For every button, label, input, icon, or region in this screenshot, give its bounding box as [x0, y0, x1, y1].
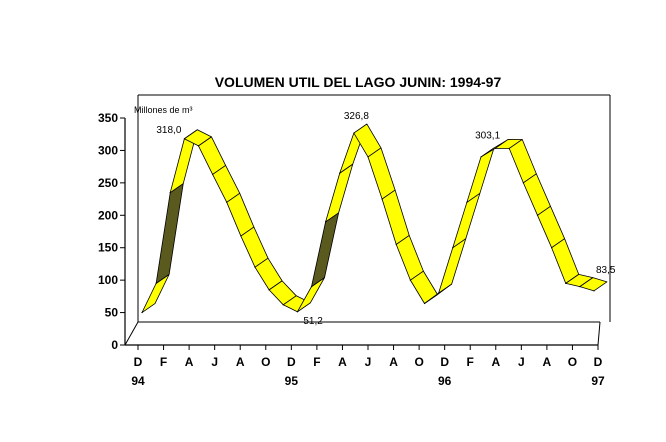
y-tick-label: 300	[98, 143, 118, 157]
y-tick-label: 350	[98, 111, 118, 125]
data-point	[296, 311, 298, 313]
x-tick-label: F	[160, 355, 167, 369]
data-point	[339, 172, 341, 174]
data-point	[353, 132, 355, 134]
chart-frame	[124, 94, 611, 346]
x-tick-label: F	[467, 355, 474, 369]
x-tick-label: F	[313, 355, 320, 369]
x-tick-label: D	[594, 355, 603, 369]
data-label: 51,2	[303, 316, 323, 327]
x-tick-label: J	[365, 355, 372, 369]
ribbon-segment	[367, 147, 396, 200]
y-tick-label: 50	[105, 306, 119, 320]
ribbon-segment	[311, 212, 340, 288]
ribbon-segment	[438, 238, 467, 294]
x-tick-label: D	[134, 355, 143, 369]
data-point	[522, 182, 524, 184]
data-point	[508, 147, 510, 150]
x-year-label: 94	[131, 374, 145, 388]
x-tick-label: O	[261, 355, 270, 369]
y-axis-unit-label: Millones de m³	[134, 105, 193, 115]
ribbon-segment	[466, 147, 495, 203]
x-tick-label: O	[414, 355, 423, 369]
data-point	[367, 156, 369, 158]
data-point	[466, 201, 468, 203]
data-point	[282, 304, 284, 306]
data-point	[480, 156, 482, 158]
data-point	[183, 138, 185, 140]
data-label: 303,1	[475, 130, 500, 141]
data-label: 83,5	[596, 265, 616, 276]
data-point	[551, 247, 553, 249]
data-label: 318,0	[156, 125, 181, 136]
data-point	[254, 266, 256, 268]
ribbon-segment	[551, 238, 580, 284]
data-point	[310, 286, 313, 288]
data-point	[381, 198, 383, 200]
data-point	[423, 302, 426, 305]
data-point	[395, 243, 397, 246]
ribbon-segment	[141, 273, 170, 313]
data-point	[409, 279, 411, 281]
floor-right-edge	[597, 321, 601, 346]
data-point	[268, 289, 270, 291]
x-tick-label: D	[440, 355, 449, 369]
x-tick-label: A	[236, 355, 245, 369]
data-point	[565, 282, 567, 284]
data-point	[141, 311, 143, 314]
x-axis: D 94 F A J A O D 95 F A J A O D 96 F A J A O D 97	[125, 344, 605, 388]
data-point	[197, 145, 200, 147]
y-axis: 0 50 100 150 200 250 300 350	[98, 111, 126, 352]
ribbon-segment	[579, 277, 608, 292]
data-point	[494, 147, 496, 150]
x-tick-label: A	[185, 355, 194, 369]
x-year-label: 95	[285, 374, 299, 388]
data-point	[438, 292, 440, 294]
ribbon-segment	[155, 183, 184, 284]
data-point	[169, 191, 171, 194]
y-tick-label: 250	[98, 176, 118, 190]
data-point	[325, 221, 327, 223]
ribbon-segment	[395, 235, 424, 281]
x-tick-label: D	[287, 355, 296, 369]
floor-left-edge	[124, 321, 139, 346]
x-tick-label: J	[211, 355, 218, 369]
x-tick-label: O	[568, 355, 577, 369]
y-tick-label: 200	[98, 208, 118, 222]
x-tick-label: A	[338, 355, 347, 369]
y-tick-label: 0	[111, 338, 118, 352]
data-point	[452, 247, 454, 249]
y-tick-label: 150	[98, 241, 118, 255]
data-label: 326,8	[344, 111, 369, 122]
x-tick-label: A	[491, 355, 500, 369]
x-year-label: 96	[438, 374, 452, 388]
x-tick-label: J	[518, 355, 525, 369]
ribbon-segment	[381, 189, 410, 245]
ribbon-segment	[296, 277, 325, 313]
data-point	[536, 214, 539, 216]
y-tick-label: 100	[98, 273, 118, 287]
ribbon-segment	[325, 163, 354, 223]
data-ribbon	[141, 123, 608, 314]
x-tick-label: A	[543, 355, 552, 369]
x-year-label: 97	[591, 374, 605, 388]
data-point	[579, 286, 581, 288]
chart-title: VOLUMEN UTIL DEL LAGO JUNIN: 1994-97	[215, 74, 502, 90]
data-point	[240, 235, 242, 237]
data-point	[155, 282, 157, 284]
data-point	[212, 173, 214, 176]
data-point	[593, 290, 595, 292]
data-point	[226, 201, 228, 203]
data-labels: 318,0 51,2 326,8 303,1 83,5	[156, 111, 616, 327]
ribbon-segment	[452, 192, 481, 249]
x-tick-label: A	[389, 355, 398, 369]
